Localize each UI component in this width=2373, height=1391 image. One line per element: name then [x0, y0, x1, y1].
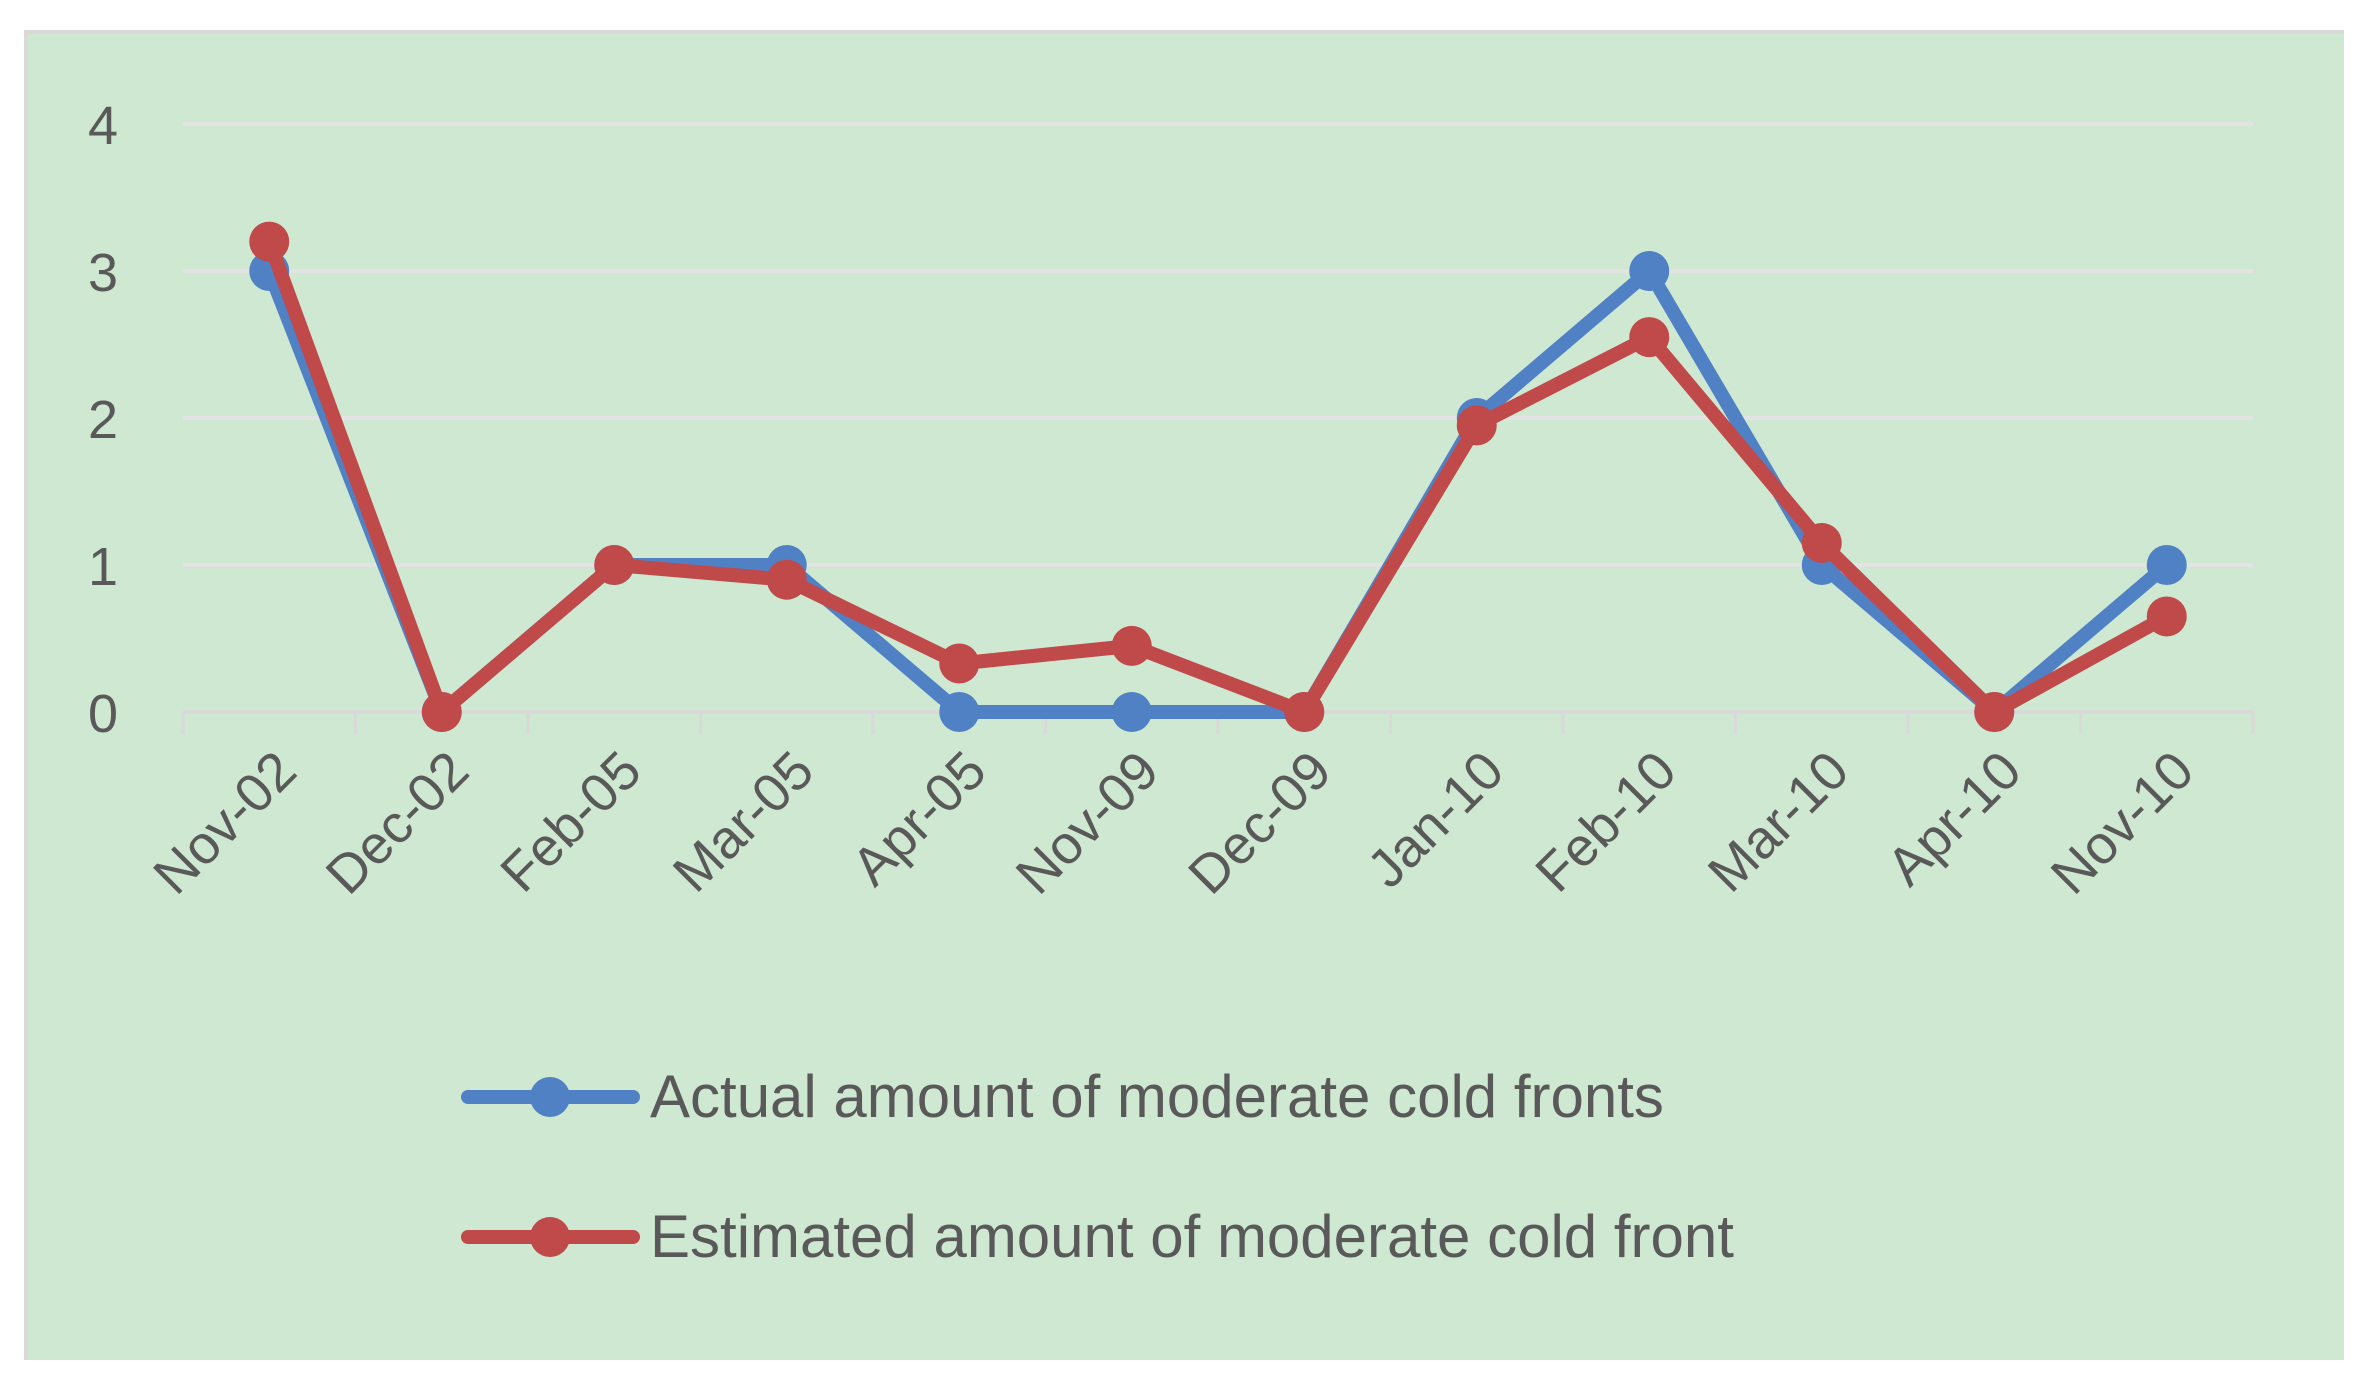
data-point	[939, 643, 980, 684]
y-axis-tick-labels: 0 1 2 3 4	[88, 96, 118, 744]
legend-item: Estimated amount of moderate cold front	[461, 1203, 1734, 1270]
data-point	[1974, 692, 2015, 732]
data-point	[1629, 251, 1670, 291]
data-point	[1111, 625, 1152, 666]
data-point	[1456, 405, 1497, 446]
gridlines	[183, 122, 2253, 567]
legend-label: Actual amount of moderate cold fronts	[650, 1063, 1664, 1130]
data-point	[421, 692, 462, 732]
data-point	[1801, 522, 1842, 563]
y-tick-label: 4	[88, 96, 118, 156]
data-point	[1284, 692, 1325, 732]
y-tick-label: 0	[88, 684, 118, 744]
series-2	[249, 221, 2187, 732]
legend-label: Estimated amount of moderate cold front	[650, 1203, 1734, 1270]
data-point	[249, 221, 290, 262]
y-tick-label: 2	[88, 390, 118, 450]
series-lines	[249, 221, 2187, 732]
chart-background	[28, 34, 2344, 1360]
data-point	[2146, 545, 2187, 585]
y-tick-label: 3	[88, 243, 118, 303]
data-point	[766, 559, 807, 600]
y-tick-label: 1	[88, 537, 118, 597]
data-point	[939, 692, 980, 732]
series-line	[262, 234, 2174, 719]
data-point	[1111, 692, 1152, 732]
legend: Actual amount of moderate cold fronts Est…	[461, 1063, 1734, 1270]
data-point	[1629, 317, 1670, 358]
legend-swatch-marker	[530, 1217, 570, 1257]
legend-item: Actual amount of moderate cold fronts	[461, 1063, 1664, 1130]
data-point	[594, 545, 635, 585]
data-point	[2146, 596, 2187, 637]
legend-swatch-marker	[530, 1077, 570, 1117]
